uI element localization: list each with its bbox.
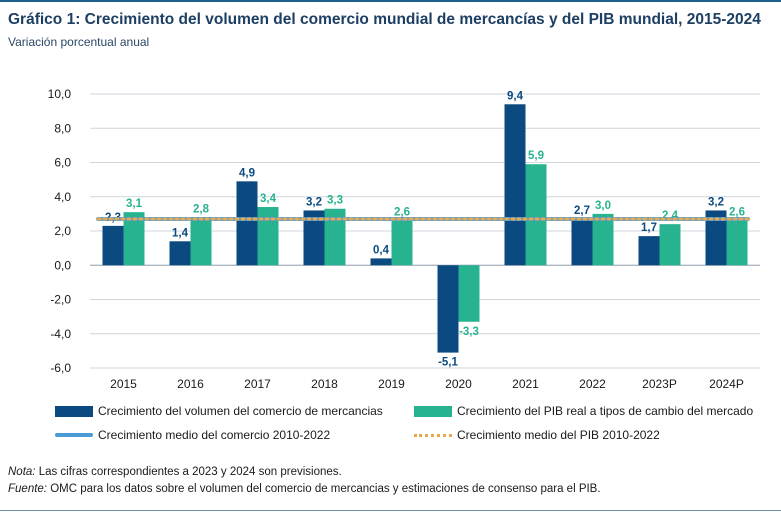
- legend-item-trade-avg: Crecimiento medio del comercio 2010-2022: [55, 428, 330, 442]
- x-tick-label: 2024P: [709, 377, 744, 391]
- source-line: Fuente: OMC para los datos sobre el volu…: [8, 481, 601, 498]
- x-tick-label: 2021: [512, 377, 539, 391]
- y-tick-label: 8,0: [54, 121, 71, 135]
- y-tick-label: 0,0: [54, 258, 71, 272]
- bar-gdp: [458, 265, 480, 322]
- bar-trade: [705, 210, 727, 266]
- data-label-trade: 9,4: [507, 90, 524, 102]
- chart-title: Gráfico 1: Crecimiento del volumen del c…: [8, 11, 761, 28]
- bar-gdp: [525, 164, 547, 266]
- data-label-trade: 3,2: [708, 196, 724, 208]
- source-label: Fuente:: [8, 483, 47, 495]
- y-tick-label: -6,0: [50, 361, 71, 375]
- data-label-trade: 1,4: [172, 227, 189, 239]
- legend-swatch-gdp: [414, 405, 452, 417]
- x-tick-label: 2017: [244, 377, 271, 391]
- x-tick-label: 2022: [579, 377, 606, 391]
- y-tick-label: 2,0: [54, 224, 71, 238]
- bar-gdp: [592, 213, 614, 266]
- legend-item-gdp: Crecimiento del PIB real a tipos de camb…: [414, 404, 753, 418]
- data-label-trade: -5,1: [438, 357, 458, 369]
- legend-label-gdp: Crecimiento del PIB real a tipos de camb…: [457, 404, 754, 418]
- note-text: Las cifras correspondientes a 2023 y 202…: [35, 466, 342, 478]
- note-line: Nota: Las cifras correspondientes a 2023…: [8, 464, 601, 481]
- data-label-gdp: 2,6: [394, 207, 410, 219]
- y-tick-label: -4,0: [50, 327, 71, 341]
- bar-trade: [303, 210, 325, 266]
- chart-subtitle: Variación porcentual anual: [8, 35, 150, 49]
- data-label-trade: 3,2: [306, 196, 322, 208]
- bar-trade: [102, 225, 124, 266]
- bar-gdp: [659, 224, 681, 266]
- bar-trade: [638, 236, 660, 266]
- data-label-gdp: 2,6: [729, 207, 745, 219]
- data-label-gdp: 5,9: [528, 150, 544, 162]
- bar-gdp: [391, 220, 413, 266]
- data-label-trade: 4,9: [239, 167, 255, 179]
- x-tick-label: 2019: [378, 377, 405, 391]
- legend: Crecimiento del volumen del comercio de …: [0, 400, 781, 450]
- bar-trade: [571, 219, 593, 266]
- bar-chart: 10,08,06,04,02,00,0-2,0-4,0-6,02,33,1201…: [48, 87, 760, 391]
- data-label-gdp: 3,4: [260, 193, 277, 205]
- data-label-trade: 0,4: [373, 244, 390, 256]
- legend-label-trade-avg: Crecimiento medio del comercio 2010-2022: [98, 428, 331, 442]
- top-rule: [0, 0, 781, 2]
- legend-swatch-trade: [55, 405, 93, 417]
- legend-item-trade: Crecimiento del volumen del comercio de …: [55, 404, 383, 418]
- note-label: Nota:: [8, 466, 36, 478]
- y-tick-label: 4,0: [54, 190, 71, 204]
- x-tick-label: 2023P: [642, 377, 677, 391]
- data-label-gdp: 3,1: [126, 198, 143, 210]
- source-text: OMC para los datos sobre el volumen del …: [47, 483, 601, 495]
- x-tick-label: 2015: [110, 377, 137, 391]
- x-tick-label: 2018: [311, 377, 338, 391]
- bottom-rule: [0, 510, 781, 511]
- bar-gdp: [324, 208, 346, 266]
- bar-gdp: [190, 217, 212, 266]
- legend-item-gdp-avg: Crecimiento medio del PIB 2010-2022: [414, 428, 660, 442]
- legend-swatch-gdp-avg: [414, 433, 452, 437]
- y-tick-label: 10,0: [48, 87, 72, 101]
- x-tick-label: 2016: [177, 377, 204, 391]
- data-label-gdp: 3,3: [327, 195, 343, 207]
- data-label-trade: 2,7: [574, 205, 590, 217]
- data-label-trade: 1,7: [641, 222, 657, 234]
- legend-label-trade: Crecimiento del volumen del comercio de …: [98, 404, 383, 418]
- bar-trade: [236, 181, 258, 266]
- bar-trade: [504, 104, 526, 266]
- data-label-gdp: 2,8: [193, 203, 210, 215]
- bar-gdp: [123, 212, 145, 266]
- y-tick-label: 6,0: [54, 156, 71, 170]
- bar-trade: [370, 258, 392, 266]
- y-tick-label: -2,0: [50, 293, 71, 307]
- data-label-gdp: 3,0: [595, 200, 611, 212]
- bar-gdp: [726, 220, 748, 266]
- notes: Nota: Las cifras correspondientes a 2023…: [8, 464, 601, 498]
- bar-gdp: [257, 207, 279, 266]
- bar-trade: [437, 265, 459, 353]
- legend-label-gdp-avg: Crecimiento medio del PIB 2010-2022: [457, 428, 660, 442]
- bar-trade: [169, 241, 191, 266]
- data-label-gdp: -3,3: [459, 326, 479, 338]
- legend-swatch-trade-avg: [55, 433, 93, 437]
- x-tick-label: 2020: [445, 377, 472, 391]
